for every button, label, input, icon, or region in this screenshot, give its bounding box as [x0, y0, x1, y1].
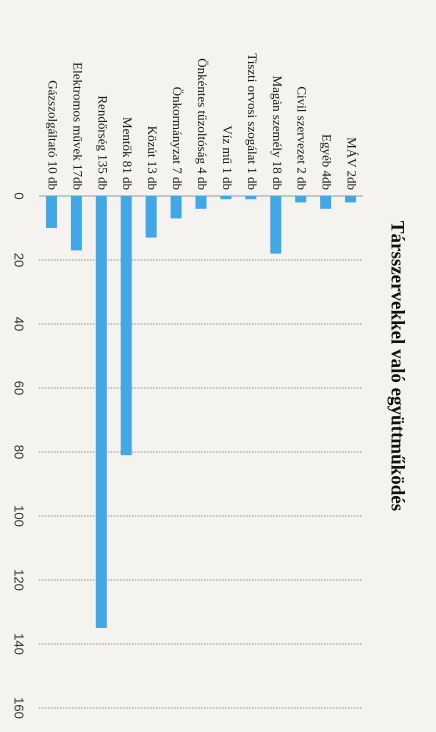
bar — [195, 196, 207, 209]
bar — [295, 196, 307, 203]
bar — [145, 196, 157, 238]
bar — [270, 196, 282, 254]
bar — [70, 196, 82, 251]
bar — [45, 196, 57, 228]
category-labels: MÁV 2db Egyéb 4db Civil szervezet 2 db Magá… — [45, 53, 359, 190]
category-label: Egyéb 4db — [320, 134, 335, 190]
category-label: Tiszti orvosi szogálat 1 db — [245, 53, 260, 190]
category-label: MÁV 2db — [345, 137, 360, 190]
category-label: Elektromos művek 17db — [70, 62, 85, 190]
category-label: Közút 13 db — [145, 126, 160, 190]
grid — [39, 195, 363, 709]
tick-label: 0 — [12, 192, 27, 199]
category-label: Önkéntes tűzoltóság 4 db — [195, 58, 210, 190]
tick-label: 40 — [12, 317, 27, 331]
bar — [95, 196, 107, 628]
bar — [220, 196, 232, 200]
bar — [345, 196, 357, 203]
bars — [45, 196, 357, 628]
tick-label: 100 — [12, 505, 27, 527]
bar — [245, 196, 257, 200]
bar — [170, 196, 182, 219]
tick-label: 80 — [12, 445, 27, 459]
tick-label: 20 — [12, 253, 27, 267]
tick-label: 140 — [12, 633, 27, 655]
bar — [320, 196, 332, 209]
category-label: Gázszolgáltató 10 db — [45, 80, 60, 190]
category-label: Önkormányzat 7 db — [170, 87, 185, 190]
category-label: Civil szervezet 2 db — [295, 86, 310, 190]
chart-title: Társszervekkel való együttműködés — [387, 221, 408, 511]
tick-label: 160 — [12, 697, 27, 719]
bar — [120, 196, 132, 456]
category-label: Rendőrség 135 db — [95, 95, 110, 190]
category-label: Víz mű 1 db — [220, 125, 235, 190]
tick-label: 60 — [12, 381, 27, 395]
tick-labels: 0 20 40 60 80 100 120 140 160 — [12, 192, 27, 718]
category-label: Magán személy 18 db — [270, 76, 285, 190]
category-label: Mentők 81 db — [120, 117, 135, 190]
tick-label: 120 — [12, 569, 27, 591]
